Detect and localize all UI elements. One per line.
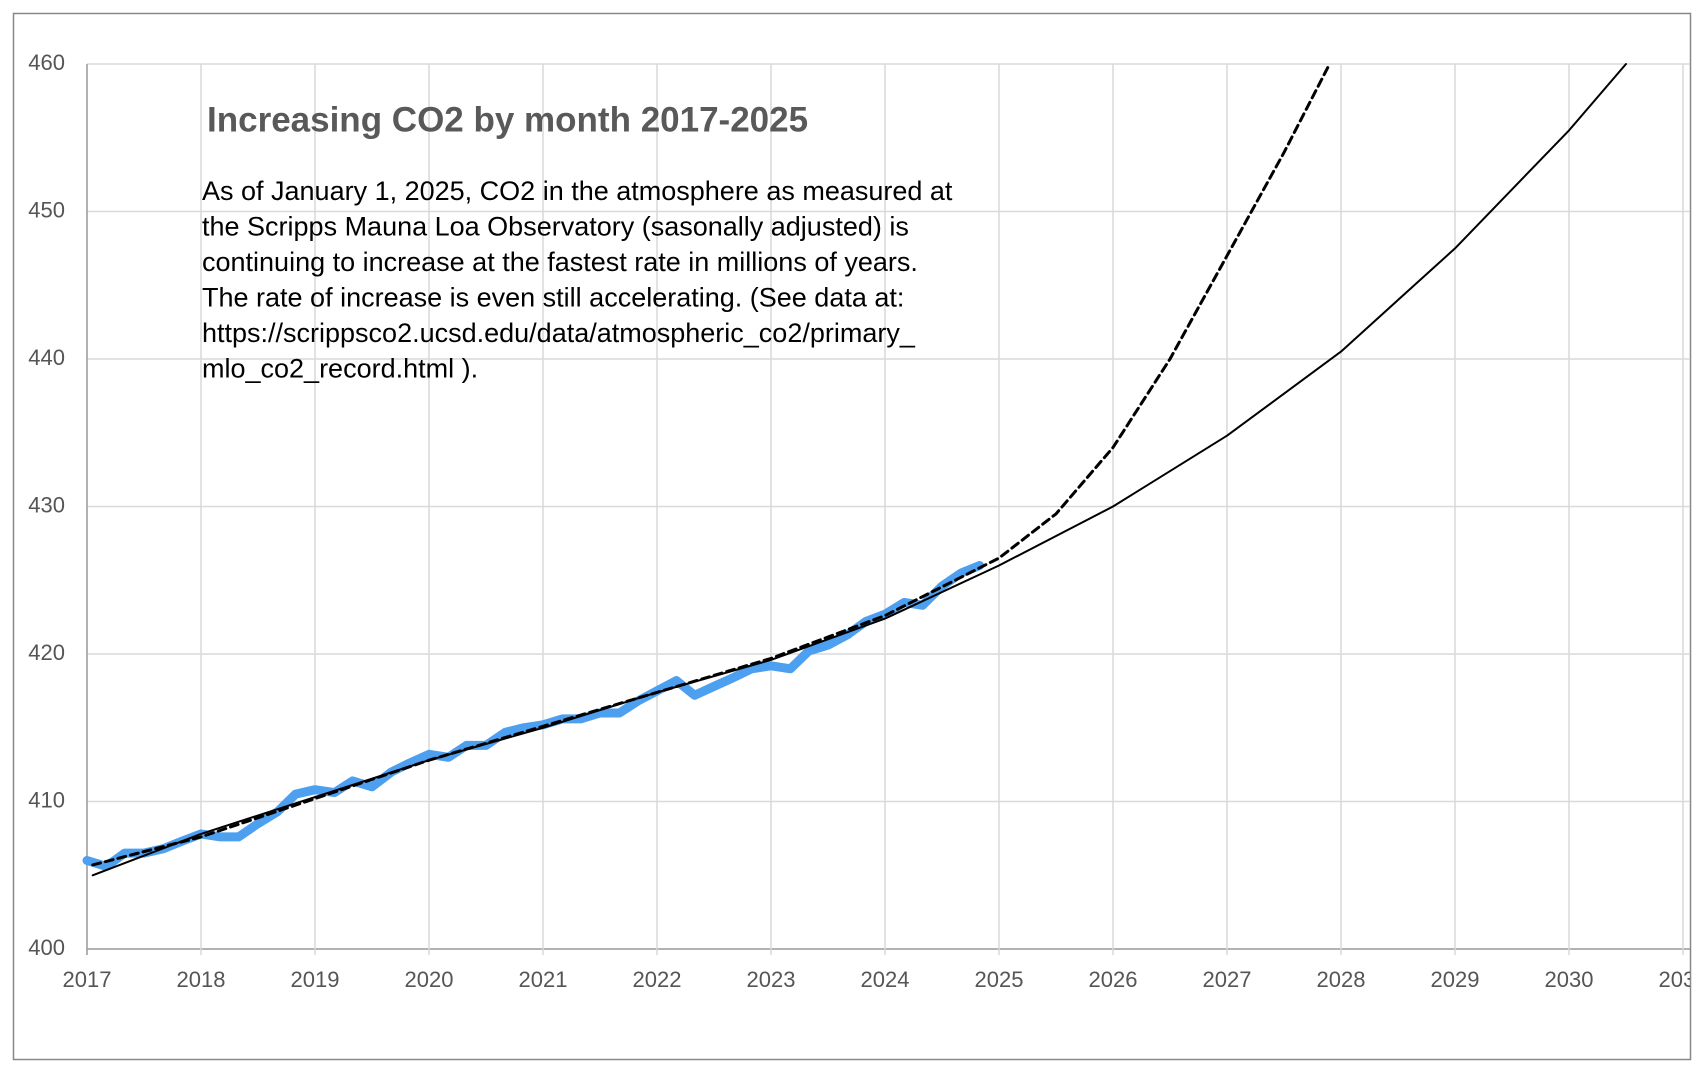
series-line xyxy=(82,561,985,871)
x-tick-label: 2031 xyxy=(1659,967,1704,992)
x-tick-label: 2025 xyxy=(975,967,1024,992)
x-tick-label: 2017 xyxy=(63,967,112,992)
x-tick-label: 2020 xyxy=(405,967,454,992)
x-tick-label: 2029 xyxy=(1431,967,1480,992)
x-tick-label: 2023 xyxy=(747,967,796,992)
annotation-line: the Scripps Mauna Loa Observatory (sason… xyxy=(202,212,909,242)
marks-layer xyxy=(82,62,1627,877)
x-tick-label: 2024 xyxy=(861,967,910,992)
annotation-line: https://scrippsco2.ucsd.edu/data/atmosph… xyxy=(202,318,916,348)
y-tick-label: 410 xyxy=(28,787,65,812)
grid-layer xyxy=(86,63,1690,955)
series-line xyxy=(91,62,1332,867)
y-tick-label: 420 xyxy=(28,640,65,665)
annotation-line: continuing to increase at the fastest ra… xyxy=(202,247,918,277)
chart-frame xyxy=(12,12,1692,1061)
x-tick-label: 2022 xyxy=(633,967,682,992)
annotation-line: mlo_co2_record.html ). xyxy=(202,354,478,384)
x-tick-label: 2027 xyxy=(1203,967,1252,992)
x-tick-label: 2021 xyxy=(519,967,568,992)
y-tick-label: 460 xyxy=(28,50,65,75)
x-tick-label: 2028 xyxy=(1317,967,1366,992)
annotation-line: As of January 1, 2025, CO2 in the atmosp… xyxy=(202,176,953,206)
x-tick-label: 2019 xyxy=(291,967,340,992)
x-tick-label: 2018 xyxy=(177,967,226,992)
labels-layer: 400 410 420 430 440 450 460 2017 2018 2019 2020 202… xyxy=(28,50,1704,992)
x-tick-label: 2030 xyxy=(1545,967,1594,992)
chart-title: Increasing CO2 by month 2017-2025 xyxy=(207,100,808,139)
annotation-line: The rate of increase is even still accel… xyxy=(202,283,904,313)
y-tick-label: 430 xyxy=(28,492,65,517)
y-tick-label: 400 xyxy=(28,935,65,960)
y-tick-label: 440 xyxy=(28,345,65,370)
annotation: As of January 1, 2025, CO2 in the atmosp… xyxy=(202,176,953,384)
x-tick-label: 2026 xyxy=(1089,967,1138,992)
y-tick-label: 450 xyxy=(28,197,65,222)
